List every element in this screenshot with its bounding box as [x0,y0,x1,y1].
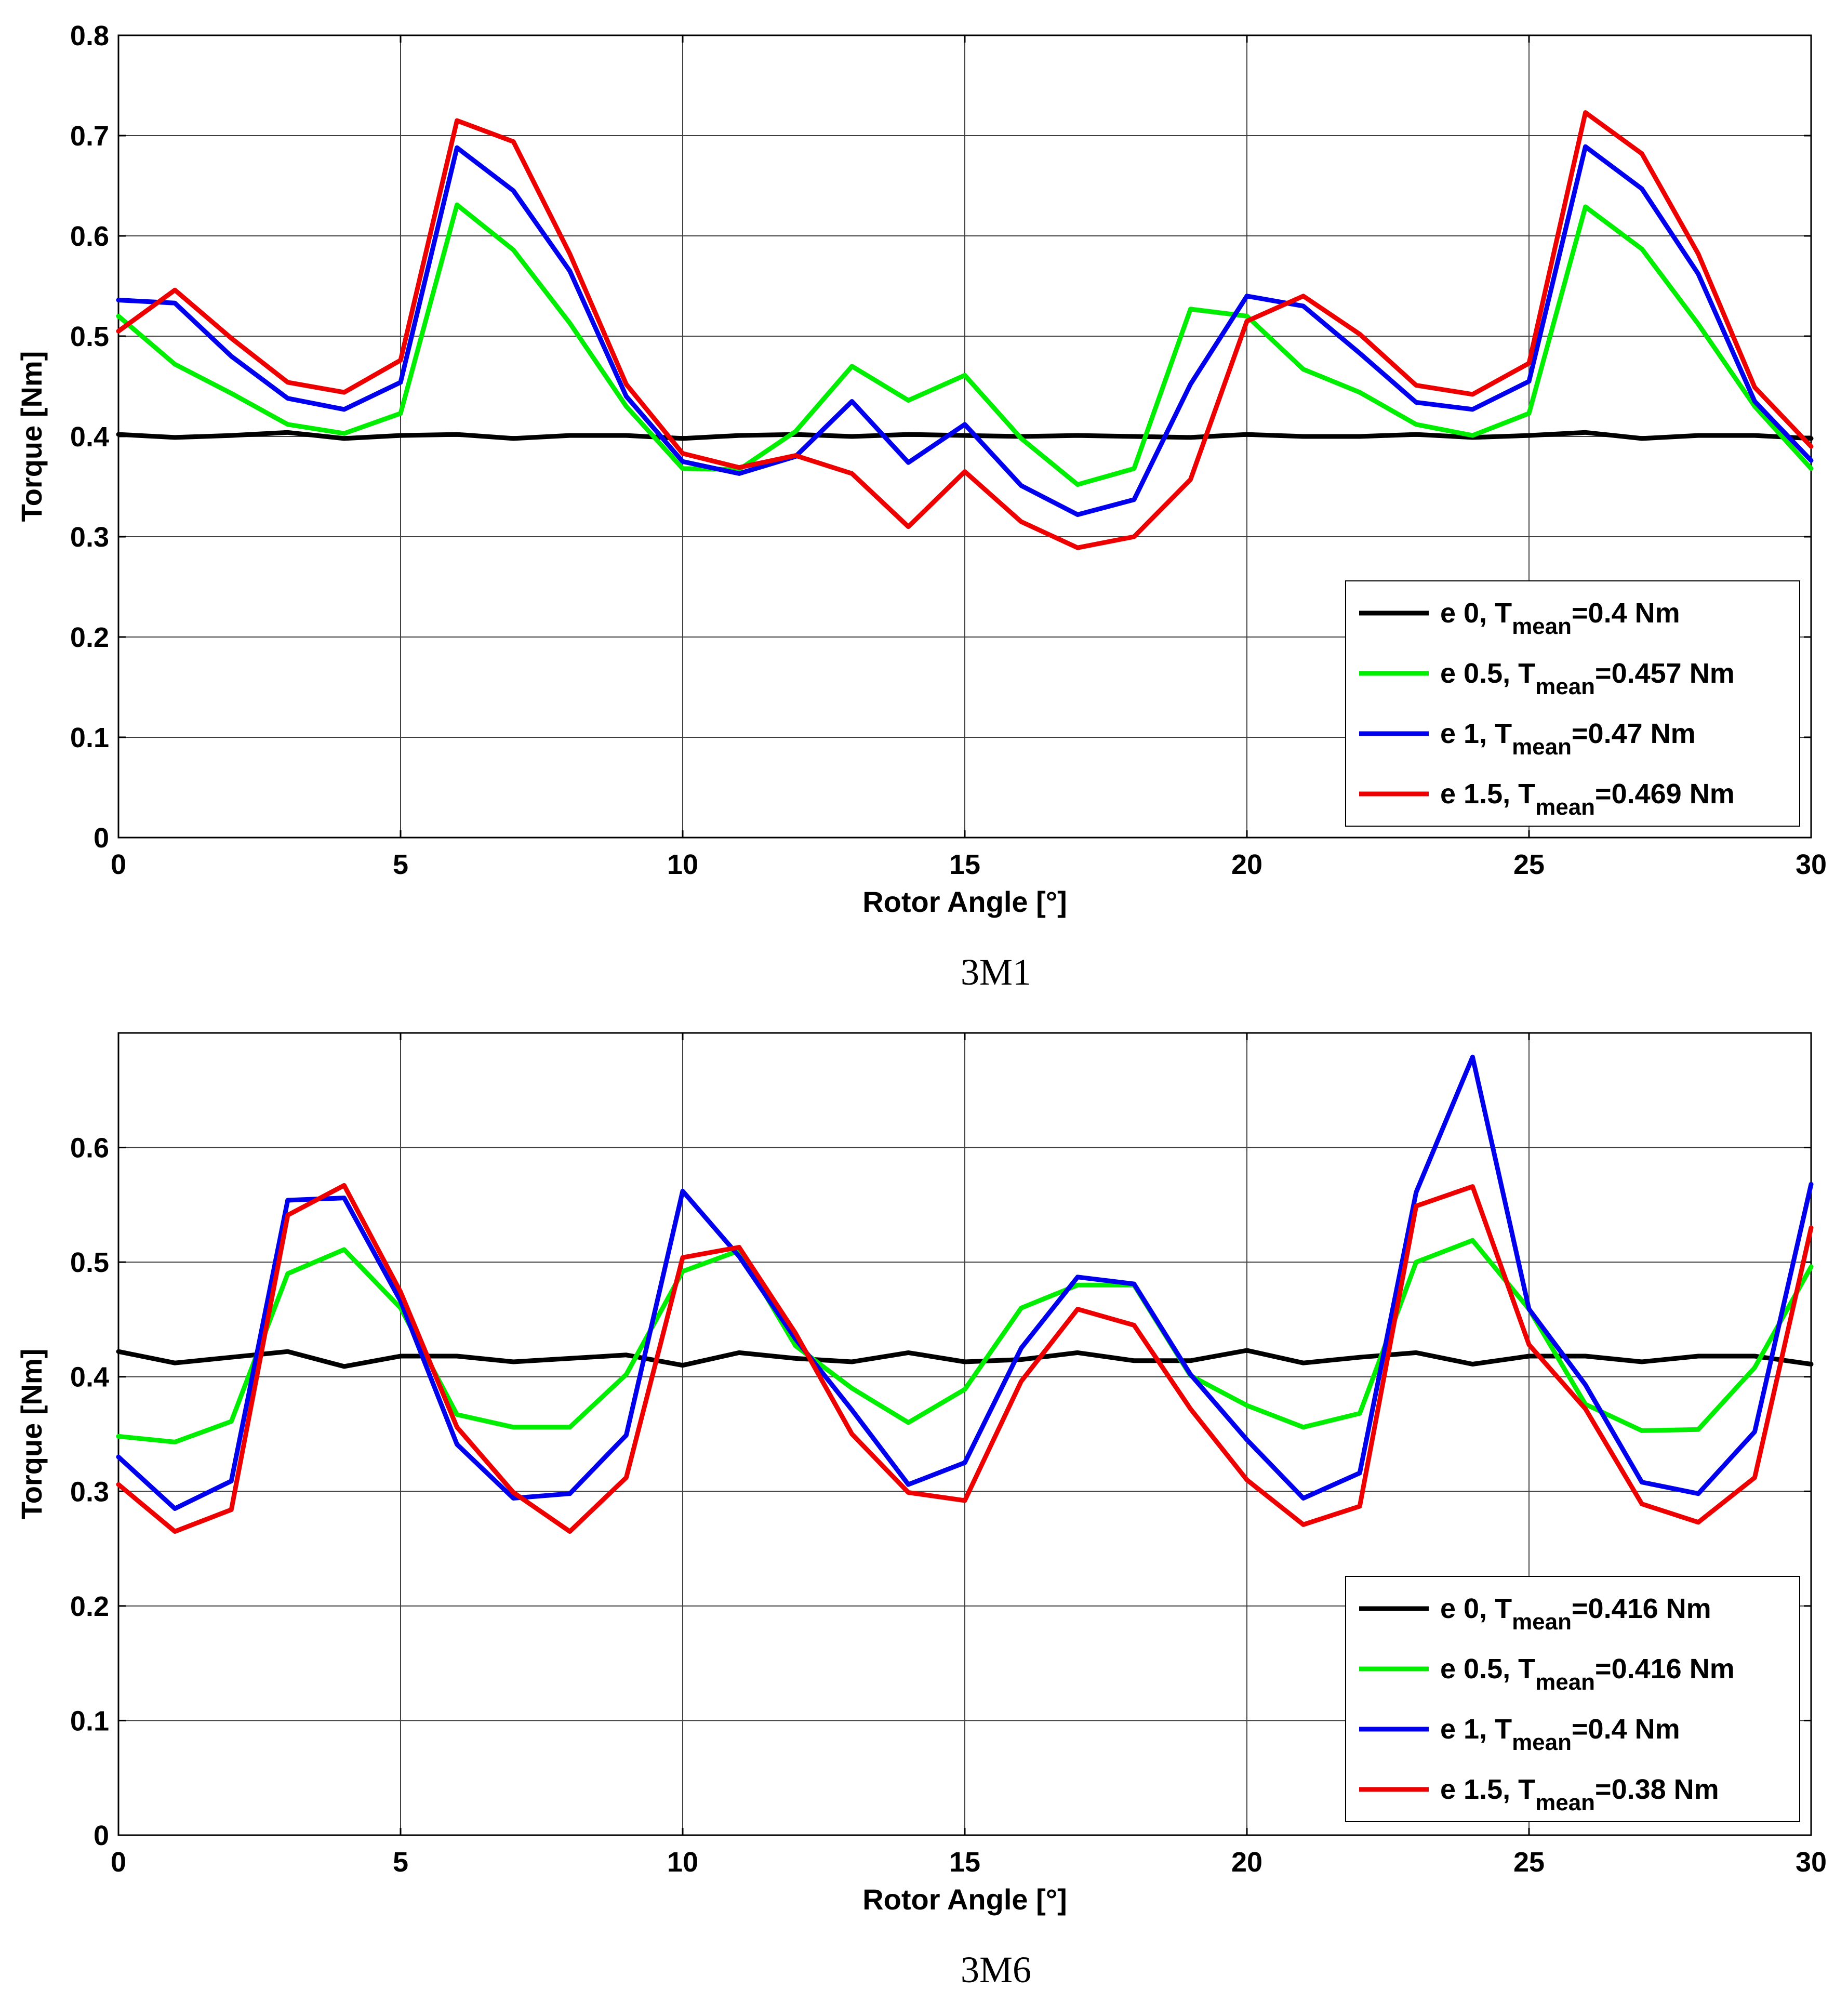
legend-label: e 1, Tmean=0.4 Nm [1440,1714,1680,1755]
legend-item: e 0.5, Tmean=0.457 Nm [1359,658,1735,699]
y-tick-label: 0.5 [70,1247,109,1278]
x-tick-label: 20 [1231,1847,1262,1878]
legend-label: e 1.5, Tmean=0.38 Nm [1440,1774,1719,1815]
legend-label: e 1, Tmean=0.47 Nm [1440,718,1696,760]
legend-box [1345,1576,1800,1822]
y-tick-label: 0.4 [70,1362,109,1393]
y-tick-label: 0.4 [70,421,109,453]
legend: e 0, Tmean=0.4 Nm e 0.5, Tmean=0.457 Nm e … [1345,580,1800,827]
x-tick-label: 10 [667,1847,698,1878]
y-tick-label: 0.6 [70,1133,109,1164]
x-tick-label: 25 [1513,849,1545,880]
x-tick-label: 10 [667,849,698,880]
y-tick-label: 0.1 [70,1705,109,1736]
series-line-e-0 [116,1348,1814,1369]
legend-item: e 1, Tmean=0.4 Nm [1359,1714,1680,1755]
series-line-e-1 [116,144,1814,517]
legend-item: e 0, Tmean=0.4 Nm [1359,598,1680,639]
legend-label: e 0, Tmean=0.416 Nm [1440,1593,1711,1635]
chart-caption: 3M6 [961,1949,1031,1990]
legend-box [1345,580,1800,827]
y-axis-label: Torque [Nm] [15,1349,48,1520]
x-axis-label: Rotor Angle [°] [862,885,1067,918]
x-tick-label: 0 [111,849,126,880]
chart-3M1: 0 5 10 15 20 25 30 0 0.1 0.2 0.3 0.4 0.5 0.6 0.7 0.8 Rot… [15,20,1827,993]
y-axis-label: Torque [Nm] [15,351,48,522]
legend-item: e 0, Tmean=0.416 Nm [1359,1593,1711,1635]
legend-item: e 1.5, Tmean=0.38 Nm [1359,1774,1719,1815]
legend-label: e 0.5, Tmean=0.457 Nm [1440,658,1735,699]
legend-item: e 0.5, Tmean=0.416 Nm [1359,1653,1735,1695]
x-tick-label: 30 [1796,849,1827,880]
legend-label: e 1.5, Tmean=0.469 Nm [1440,778,1735,820]
x-tick-label: 15 [949,1847,980,1878]
x-tick-label: 0 [111,1847,126,1878]
x-axis-label: Rotor Angle [°] [862,1883,1067,1916]
y-tick-label: 0.3 [70,1476,109,1507]
y-tick-label: 0.6 [70,221,109,252]
legend: e 0, Tmean=0.416 Nm e 0.5, Tmean=0.416 Nm… [1345,1576,1800,1822]
legend-item: e 1, Tmean=0.47 Nm [1359,718,1696,760]
y-tick-label: 0.7 [70,121,109,152]
y-tick-label: 0.1 [70,722,109,753]
y-tick-label: 0.2 [70,622,109,653]
y-tick-label: 0.8 [70,20,109,51]
chart-3M6: 0 5 10 15 20 25 30 0 0.1 0.2 0.3 0.4 0.5 0.6 Rotor Ang… [15,1032,1827,1990]
x-tick-label: 25 [1513,1847,1545,1878]
y-tick-label: 0.3 [70,522,109,553]
chart-caption: 3M1 [961,951,1031,993]
y-tick-label: 0 [94,822,109,854]
series-line-e-0-5 [116,202,1814,487]
y-tick-label: 0.5 [70,321,109,352]
legend-label: e 0, Tmean=0.4 Nm [1440,598,1680,639]
series-line-e-0 [116,430,1814,441]
x-tick-label: 20 [1231,849,1262,880]
legend-label: e 0.5, Tmean=0.416 Nm [1440,1653,1735,1695]
x-tick-label: 5 [393,1847,408,1878]
series-line-e-1 [116,1054,1814,1511]
x-tick-label: 15 [949,849,980,880]
series-line-e-1-5 [116,110,1814,550]
legend-item: e 1.5, Tmean=0.469 Nm [1359,778,1735,820]
x-tick-label: 5 [393,849,408,880]
series-line-e-1-5 [116,1183,1814,1534]
y-tick-label: 0 [94,1820,109,1851]
y-tick-label: 0.2 [70,1591,109,1622]
x-tick-label: 30 [1796,1847,1827,1878]
